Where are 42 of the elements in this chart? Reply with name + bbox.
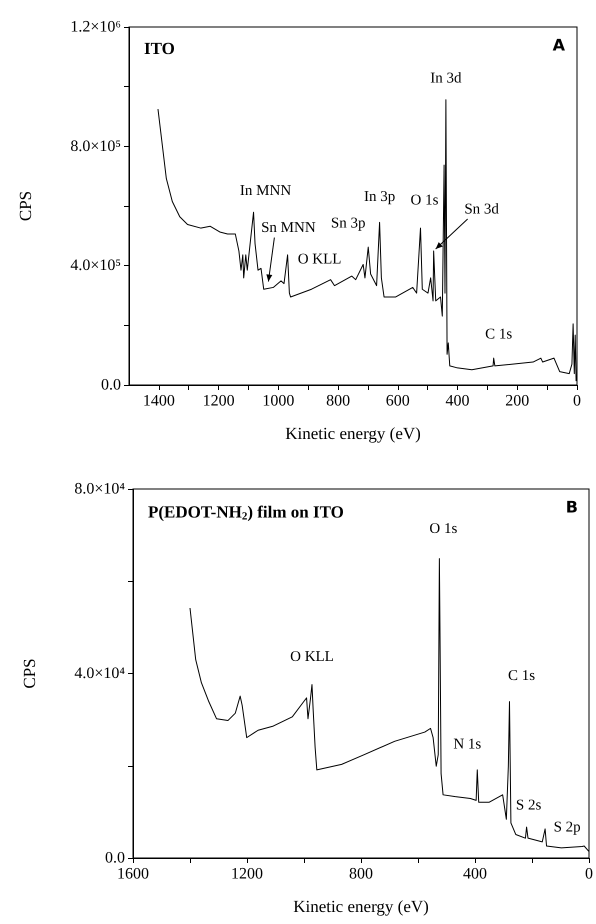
y-axis-title: CPS — [20, 658, 39, 689]
annotation: B — [566, 498, 578, 516]
annotation: In 3d — [430, 70, 462, 86]
x-tick-label: 1200 — [231, 866, 263, 882]
annotation: O KLL — [298, 251, 342, 268]
annotation: Sn 3p — [330, 216, 366, 232]
annotation: S 2p — [554, 819, 581, 836]
x-tick-label: 1400 — [142, 392, 175, 410]
y-tick-label: 4.0×10⁴ — [74, 665, 126, 682]
annotation: O 1s — [429, 521, 458, 538]
x-tick-label: 600 — [386, 392, 410, 410]
text: ITO — [144, 39, 175, 58]
x-tick-label: 800 — [326, 392, 350, 410]
x-tick-label: 1200 — [202, 392, 235, 410]
y-tick-label: 8.0×10⁵ — [70, 138, 121, 155]
y-tick-label: 8.0×10⁴ — [74, 480, 126, 498]
annotation: In MNN — [240, 182, 292, 199]
y-tick-label: 4.0×10⁵ — [70, 257, 121, 274]
annotation: C 1s — [485, 326, 512, 343]
x-tick-label: 400 — [446, 392, 470, 410]
annotation: O KLL — [290, 649, 334, 666]
annotation: Sn 3d — [464, 202, 500, 218]
x-tick-label: 800 — [349, 866, 373, 882]
x-tick-label: 1600 — [117, 866, 149, 882]
annotation: C 1s — [508, 668, 536, 684]
annotation: In 3p — [364, 188, 396, 205]
x-tick-label: 0 — [573, 392, 581, 410]
annotation: A — [552, 36, 566, 54]
x-axis-title: Kinetic energy (eV) — [293, 897, 429, 916]
y-tick-label: 1.2×10⁶ — [70, 18, 121, 36]
x-tick-label: 0 — [585, 866, 593, 882]
annotation: N 1s — [453, 736, 482, 752]
x-axis-title: Kinetic energy (eV) — [285, 424, 421, 443]
y-axis-title: CPS — [16, 190, 35, 222]
x-tick-label: 1000 — [262, 392, 294, 410]
x-tick-label: 400 — [463, 866, 487, 882]
annotation: S 2s — [516, 798, 542, 814]
x-tick-label: 200 — [505, 392, 530, 410]
y-tick-label: 0.0 — [101, 376, 121, 394]
annotation: O 1s — [410, 192, 439, 209]
annotation: Sn MNN — [261, 220, 316, 236]
y-tick-label: 0.0 — [105, 850, 125, 866]
